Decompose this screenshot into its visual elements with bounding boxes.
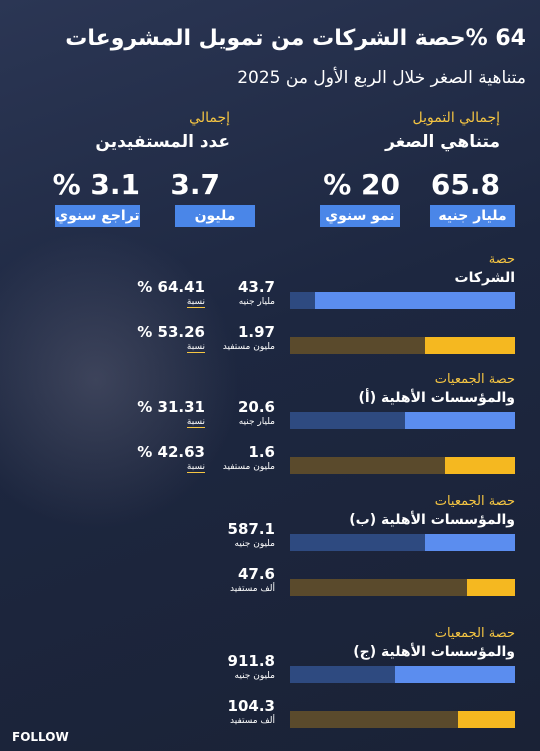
- summary-value: 3.7: [170, 168, 220, 201]
- summary-label-main: متناهي الصغر: [385, 132, 500, 152]
- bar-track: [290, 579, 515, 596]
- row-unit: مليار جنيه: [238, 417, 275, 427]
- row-value: 43.7: [237, 278, 275, 296]
- row-share: 53.26 %: [137, 323, 205, 341]
- summary-value: 20 %: [323, 168, 400, 201]
- row-value: 104.3: [227, 697, 275, 715]
- row-share-label: نسبة: [186, 342, 205, 353]
- row-value: 1.97: [237, 323, 275, 341]
- row-value: 47.6: [237, 565, 275, 583]
- bar-fill: [458, 711, 515, 728]
- section-label-top: حصة الجمعيات: [434, 626, 515, 641]
- row-value: 587.1: [227, 520, 275, 538]
- row-share-label: نسبة: [186, 297, 205, 308]
- title-number: 64 %: [465, 26, 526, 51]
- row-share-label: نسبة: [186, 417, 205, 428]
- summary-label-top: إجمالي التمويل: [412, 110, 501, 126]
- row-unit: مليون مستفيد: [222, 342, 275, 352]
- summary-unit: مليار جنيه: [430, 205, 515, 227]
- bar-fill: [467, 579, 515, 596]
- row-value: 20.6: [237, 398, 275, 416]
- summary-label-main: عدد المستفيدين: [95, 132, 230, 152]
- bar-fill: [425, 337, 515, 354]
- logo: FOLLOW: [12, 730, 69, 744]
- section-label-main: الشركات: [454, 270, 515, 286]
- subtitle: متناهية الصغر خلال الربع الأول من 2025: [237, 68, 526, 88]
- title: 64 %حصة الشركات من تمويل المشروعات: [65, 26, 526, 51]
- row-value: 911.8: [227, 652, 275, 670]
- section-label-top: حصة الجمعيات: [434, 494, 515, 509]
- summary-unit: مليون: [175, 205, 255, 227]
- row-unit: مليون مستفيد: [222, 462, 275, 472]
- title-text: حصة الشركات من تمويل المشروعات: [65, 26, 466, 51]
- summary-value: 3.1 %: [52, 168, 140, 201]
- section-label-main: والمؤسسات الأهلية (ب): [349, 512, 515, 528]
- section-label-top: حصة الجمعيات: [434, 372, 515, 387]
- row-share: 42.63 %: [137, 443, 205, 461]
- bar-fill: [425, 534, 515, 551]
- section-label-main: والمؤسسات الأهلية (ج): [353, 644, 515, 660]
- row-unit: ألف مستفيد: [230, 716, 275, 726]
- summary-value: 65.8: [430, 168, 500, 201]
- section-label-top: حصة: [488, 252, 515, 267]
- section-label-main: والمؤسسات الأهلية (أ): [358, 390, 515, 406]
- summary-unit: نمو سنوي: [320, 205, 400, 227]
- row-share: 64.41 %: [137, 278, 205, 296]
- row-unit: مليار جنيه: [238, 297, 275, 307]
- row-unit: ألف مستفيد: [230, 584, 275, 594]
- summary-label-top: إجمالي: [189, 110, 230, 126]
- bar-fill: [445, 457, 515, 474]
- row-unit: مليون جنيه: [234, 539, 275, 549]
- bar-fill: [315, 292, 515, 309]
- summary-unit: تراجع سنوي: [55, 205, 140, 227]
- row-unit: مليون جنيه: [234, 671, 275, 681]
- row-value: 1.6: [248, 443, 275, 461]
- bar-fill: [395, 666, 515, 683]
- row-share-label: نسبة: [186, 462, 205, 473]
- row-share: 31.31 %: [137, 398, 205, 416]
- bar-fill: [405, 412, 515, 429]
- photo-shade: [0, 230, 240, 530]
